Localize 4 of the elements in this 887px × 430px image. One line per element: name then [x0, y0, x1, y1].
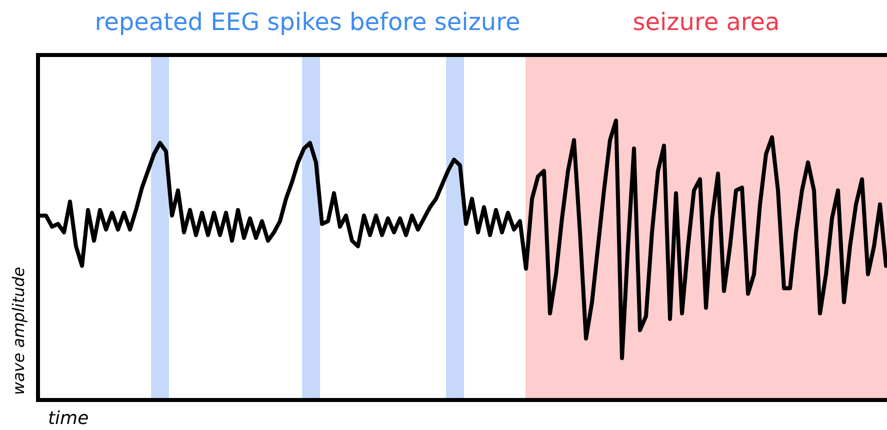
text: seizure area [632, 8, 780, 36]
text: repeated EEG spikes before seizure [94, 8, 520, 36]
y-axis-title: wave amplitude [9, 266, 28, 395]
x-axis-title: time [48, 408, 89, 429]
